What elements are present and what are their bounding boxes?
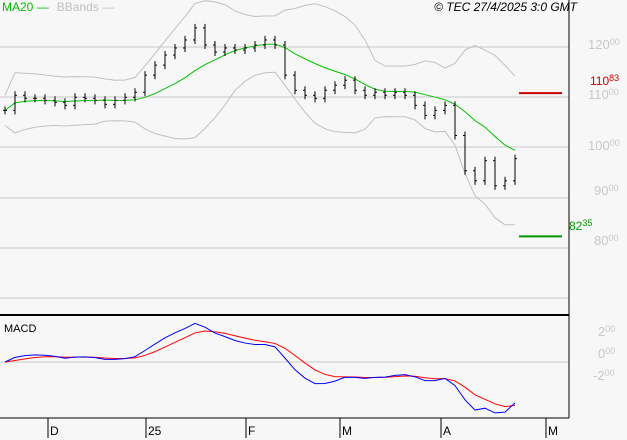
- x-tick-label: A: [443, 424, 452, 438]
- bband-lower: [4, 71, 516, 226]
- ohlc-bar: [253, 40, 257, 53]
- x-tick-label: 25: [148, 424, 162, 438]
- legend-ma20: MA20 —: [2, 0, 49, 14]
- ohlc-bar: [103, 96, 107, 109]
- ohlc-bar: [263, 35, 267, 50]
- ohlc-bar: [193, 23, 197, 44]
- legend-ma20-label: MA20: [2, 0, 34, 14]
- ohlc-bar: [3, 106, 7, 115]
- ohlc-bar: [13, 91, 17, 115]
- ohlc-bar: [363, 86, 367, 100]
- ohlc-bar: [423, 101, 427, 120]
- ohlc-bar: [33, 94, 37, 103]
- ohlc-bar: [43, 94, 47, 105]
- ohlc-bar: [403, 88, 407, 100]
- ohlc-bar: [53, 96, 57, 107]
- price-tick-label: 10000: [588, 137, 620, 153]
- ohlc-bar: [83, 93, 87, 103]
- ohlc-bar: [213, 40, 217, 57]
- ohlc-bar: [93, 94, 97, 105]
- legend-bbands: BBands —: [56, 0, 115, 14]
- ohlc-bar: [463, 131, 467, 175]
- ohlc-bar: [303, 86, 307, 100]
- ohlc-bar: [353, 76, 357, 95]
- macd-tick-label: 200: [598, 324, 616, 340]
- support-label: 8235: [569, 218, 593, 234]
- ohlc-bar: [143, 71, 147, 97]
- ohlc-bar: [383, 88, 387, 100]
- ohlc-bar: [293, 71, 297, 95]
- ohlc-bar: [123, 93, 127, 105]
- macd-line: [4, 322, 516, 414]
- ohlc-bar: [413, 91, 417, 110]
- ohlc-bar: [133, 88, 137, 102]
- ohlc-bar: [393, 88, 397, 100]
- ohlc-bar: [163, 51, 167, 70]
- ohlc-bar: [23, 91, 27, 103]
- ohlc-bar: [333, 81, 337, 95]
- x-tick-label: D: [50, 424, 59, 438]
- ohlc-bar: [443, 101, 447, 115]
- ohlc-bar: [483, 156, 487, 185]
- macd-signal-line: [4, 330, 516, 408]
- x-tick-label: M: [342, 424, 352, 438]
- ohlc-bar: [473, 166, 477, 185]
- ohlc-bar: [373, 88, 377, 100]
- bband-upper: [4, 0, 516, 96]
- ma20-line: [4, 43, 516, 151]
- ohlc-bar: [343, 76, 347, 90]
- macd-tick-label: -200: [593, 367, 615, 383]
- price-tick-label: 8000: [594, 233, 619, 249]
- ohlc-bar: [73, 93, 77, 110]
- ohlc-bar: [243, 43, 247, 55]
- ohlc-bar: [433, 106, 437, 120]
- ohlc-bar: [63, 98, 67, 110]
- ohlc-bar: [513, 154, 517, 185]
- ohlc-bar: [233, 43, 237, 55]
- x-tick-label: F: [248, 424, 256, 438]
- price-tick-label: 9000: [594, 182, 619, 198]
- x-tick-label: M: [548, 424, 558, 438]
- price-tick-label: 12000: [588, 37, 620, 52]
- ohlc-bar: [183, 35, 187, 53]
- ohlc-bar: [283, 40, 287, 80]
- macd-title: MACD: [4, 323, 37, 335]
- ohlc-bar: [223, 43, 227, 57]
- macd-tick-label: 000: [598, 346, 616, 361]
- ohlc-bar: [153, 61, 157, 80]
- ohlc-bar: [313, 91, 317, 103]
- resistance-label: 11083: [590, 73, 620, 89]
- ohlc-bar: [323, 86, 327, 103]
- ohlc-bar: [113, 96, 117, 109]
- ohlc-bar: [203, 23, 207, 50]
- ohlc-bar: [493, 156, 497, 190]
- ohlc-bar: [503, 176, 507, 190]
- ohlc-bar: [273, 35, 277, 50]
- legend-bbands-label: BBands: [56, 0, 99, 14]
- copyright: © TEC 27/4/2025 3:0 GMT: [434, 0, 577, 14]
- price-tick-label: 11000: [588, 87, 619, 103]
- ohlc-bar: [453, 101, 457, 140]
- legend: MA20 — BBands —: [2, 0, 114, 14]
- ohlc-bar: [173, 43, 177, 60]
